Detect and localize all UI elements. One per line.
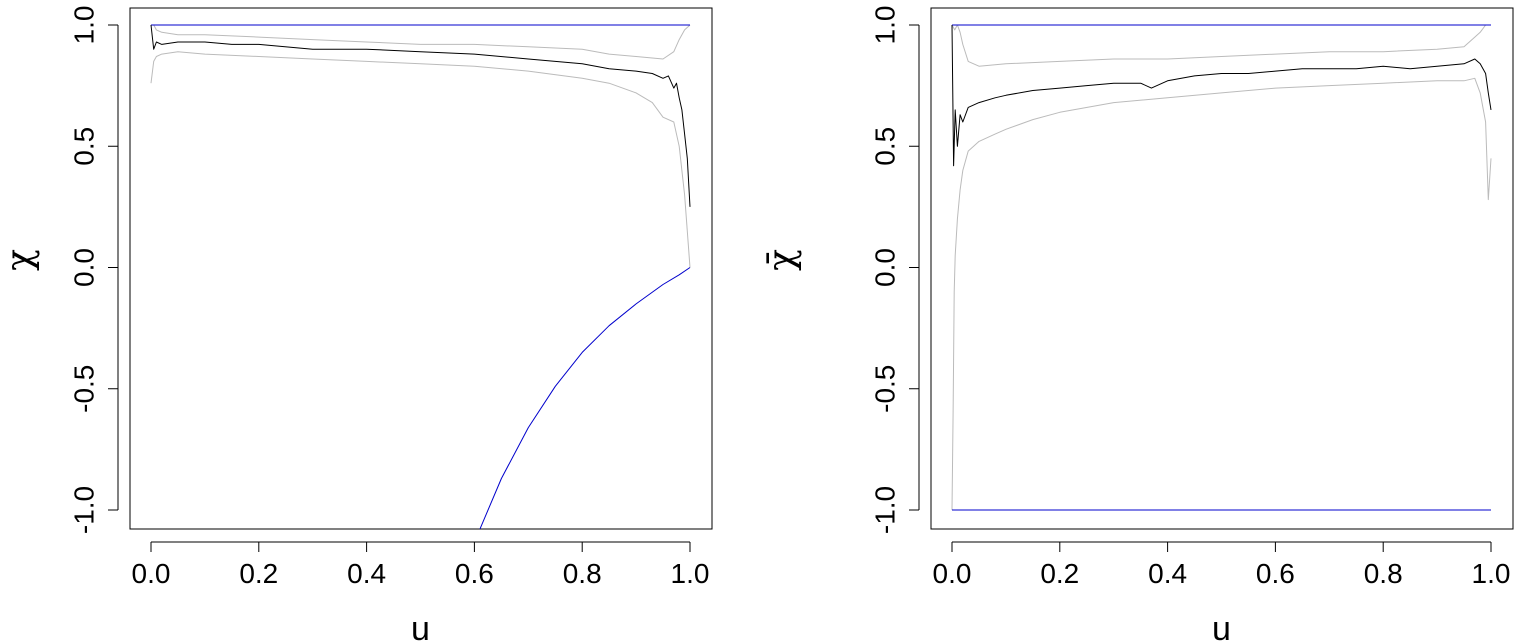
- y-tick-label: 1.0: [69, 6, 100, 45]
- y-tick-label: -1.0: [870, 486, 901, 534]
- x-tick-label: 0.0: [132, 558, 171, 589]
- y-tick-label: -1.0: [69, 486, 100, 534]
- x-tick-label: 0.6: [455, 558, 494, 589]
- series-group: [150, 24, 691, 529]
- plot-frame: [129, 7, 713, 530]
- y-tick-label: 0.5: [69, 127, 100, 166]
- x-tick-label: 1.0: [671, 558, 710, 589]
- series-group: [951, 24, 1492, 511]
- chi-bar-panel: 0.0 0.2 0.4 0.6 0.8 1.0 -1.0 -0.5 0.0 0.5 1.0 u χ̄: [762, 6, 1514, 644]
- series-line-estimate: [951, 24, 1492, 167]
- x-tick-label: 1.0: [1472, 558, 1511, 589]
- y-axis-title: χ̄: [762, 249, 803, 271]
- y-tick-label: -0.5: [870, 365, 901, 413]
- series-line-reference-lower: [479, 267, 691, 529]
- series-line-confidence-lower: [150, 51, 691, 268]
- y-tick-label: -0.5: [69, 365, 100, 413]
- y-tick-label: 1.0: [870, 6, 901, 45]
- x-tick-label: 0.4: [347, 558, 386, 589]
- series-line-confidence-upper: [151, 24, 691, 60]
- x-tick-label: 0.8: [563, 558, 602, 589]
- x-tick-label: 0.0: [933, 558, 972, 589]
- x-axis-title: u: [1212, 610, 1231, 644]
- plot-frame: [930, 7, 1514, 530]
- y-tick-label: 0.0: [870, 248, 901, 287]
- y-tick-label: 0.5: [870, 127, 901, 166]
- y-tick-label: 0.0: [69, 248, 100, 287]
- series-line-estimate: [150, 24, 691, 207]
- x-tick-label: 0.4: [1148, 558, 1187, 589]
- chi-panel: 0.0 0.2 0.4 0.6 0.8 1.0 -1.0 -0.5 0.0 0.5 1.0 u χ: [0, 6, 713, 644]
- x-axis-title: u: [411, 610, 430, 644]
- x-tick-label: 0.2: [1040, 558, 1079, 589]
- x-tick-label: 0.6: [1256, 558, 1295, 589]
- x-tick-label: 0.2: [239, 558, 278, 589]
- y-axis-title: χ: [0, 249, 41, 271]
- series-line-confidence-upper: [951, 24, 1491, 67]
- series-line-confidence-lower: [951, 77, 1492, 511]
- x-tick-label: 0.8: [1364, 558, 1403, 589]
